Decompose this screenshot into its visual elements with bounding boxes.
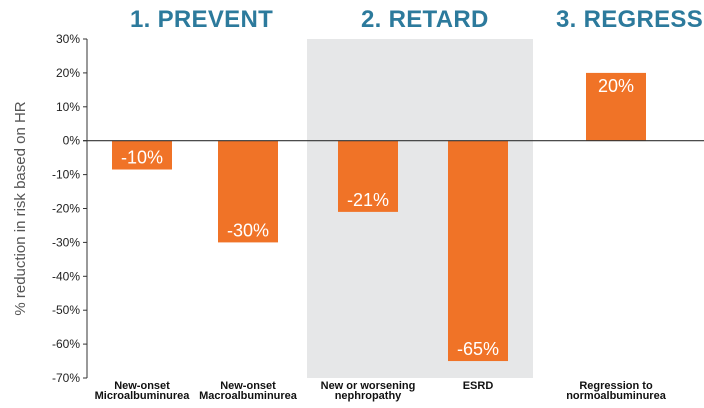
phase-title-regress: 3. REGRESS: [556, 6, 704, 33]
bar-data-label: -10%: [121, 148, 163, 168]
y-tick-label: -50%: [52, 303, 80, 317]
x-category-label-line: nephropathy: [335, 390, 402, 402]
y-tick-label: 0%: [63, 134, 81, 148]
x-category-label: New-onset Microalbuminurea: [95, 380, 191, 402]
x-category-label-line: Microalbuminurea: [95, 390, 191, 402]
x-category-label: New-onset Macroalbuminurea: [199, 380, 298, 402]
phase-title-retard: 2. RETARD: [361, 6, 489, 33]
x-category-label-line: New-onset: [114, 380, 170, 392]
x-category-label: ESRD: [463, 380, 494, 392]
y-axis-label: % reduction in risk based on HR: [12, 101, 29, 315]
bar: [586, 72, 646, 141]
y-tick-label: -30%: [52, 235, 80, 249]
x-category-label: Regression to normoalbuminurea: [566, 380, 667, 402]
y-tick-label: -40%: [52, 269, 80, 283]
y-tick-label: 20%: [56, 66, 80, 80]
y-tick-label: 10%: [56, 100, 80, 114]
y-tick-label: 30%: [56, 32, 80, 46]
x-category-label-line: normoalbuminurea: [566, 390, 667, 402]
x-category-label-line: Macroalbuminurea: [199, 390, 298, 402]
y-tick-label: -70%: [52, 371, 80, 385]
x-category-label-line: New or worsening: [321, 380, 416, 392]
bar: [112, 140, 172, 170]
y-tick-label: -60%: [52, 337, 80, 351]
y-tick-label: -20%: [52, 202, 80, 216]
bar-data-label: -65%: [457, 339, 499, 359]
bar-data-label: -30%: [227, 220, 269, 240]
bar: [448, 140, 508, 362]
bar: [338, 140, 398, 212]
bar-data-label: 20%: [598, 76, 634, 96]
bar-data-label: -21%: [347, 190, 389, 210]
x-category-label-line: New-onset: [220, 380, 276, 392]
x-category-label-line: Regression to: [579, 380, 653, 392]
y-tick-label: -10%: [52, 168, 80, 182]
x-category-label: New or worsening nephropathy: [321, 380, 416, 402]
phase-title-prevent: 1. PREVENT: [130, 6, 274, 33]
bar: [218, 140, 278, 243]
x-category-label-line: ESRD: [463, 380, 494, 392]
